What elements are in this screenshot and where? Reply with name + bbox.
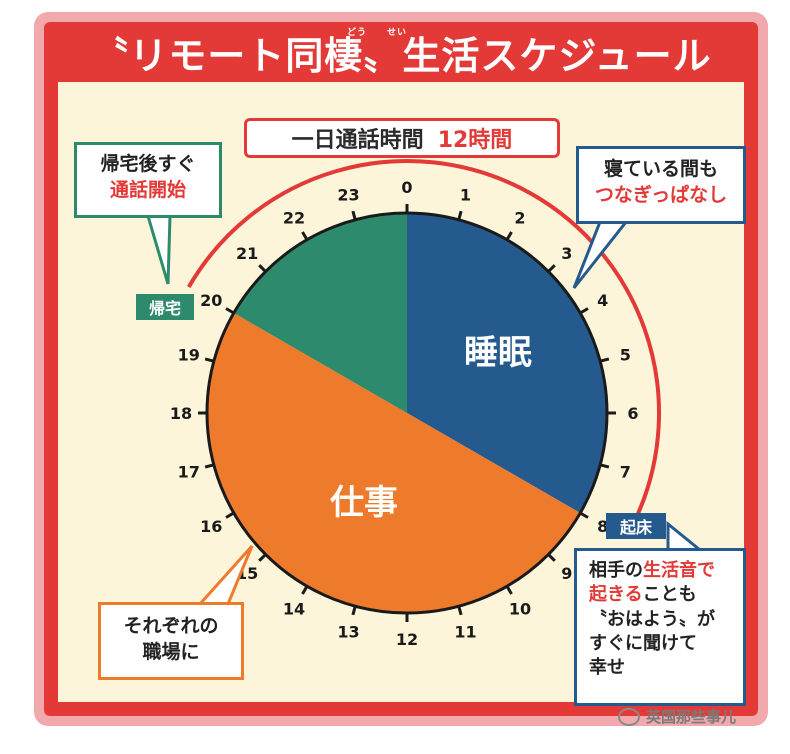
clock-tick [579,511,589,519]
clock-hour-label: 7 [620,462,631,481]
callout-workplace-line1: それぞれの [123,615,219,637]
watermark: 英国那些事儿 [618,706,736,727]
clock-hour-label: 4 [597,291,608,310]
title-text: 〝リモート同棲〟生活スケジュール [90,33,712,78]
clock-tick [225,511,235,519]
callout-sleeping-line1: 寝ている間も [603,158,718,180]
clock-hour-label: 1 [460,186,471,205]
clock-hour-label: 2 [514,208,525,227]
ruby-dou: どう [347,28,368,38]
clock-tick [351,210,357,221]
clock-hour-label: 6 [627,404,638,423]
wechat-icon [618,707,640,726]
clock-tick [351,605,357,616]
clock-hour-label: 22 [283,208,305,227]
clock-hour-label: 13 [337,622,359,641]
clock-hour-label: 19 [178,346,200,365]
clock-hour-label: 23 [337,186,359,205]
callout-return-home: 帰宅後すぐ 通話開始 [74,142,222,218]
clock-tick [505,585,513,595]
clock-tick [204,357,215,363]
callout-wake-up: 相手の生活音で 起きることも 〝おはよう〟が すぐに聞けて 幸せ [574,548,746,706]
callout-wake-up-line1: 相手の生活音で [589,560,715,581]
clock-tick [258,553,267,562]
pie-segment-1 [207,313,581,613]
clock-tick [204,463,215,469]
clock-tick [599,463,610,469]
segment-label-work: 仕事 [330,483,398,523]
banner-value: 12時間 [437,128,513,153]
callout-wake-up-line5: 幸せ [589,657,625,679]
clock-tick [457,210,463,221]
watermark-text: 英国那些事儿 [646,708,737,726]
callout-wake-up-line2: 起きることも [589,584,697,606]
callout-return-home-line1: 帰宅後すぐ [100,153,196,175]
callout-sleeping-line2: つなぎっぱなし [594,183,728,206]
clock-tick [579,307,589,315]
banner-label: 一日通話時間 [291,128,424,153]
clock-hour-label: 20 [200,291,222,310]
clock-hour-label: 3 [561,244,572,263]
clock-tick [301,231,309,241]
clock-hour-label: 16 [200,517,222,536]
clock-hour-label: 10 [509,600,531,619]
clock-tick [547,264,556,273]
clock-tick [225,307,235,315]
clock-hour-label: 12 [396,630,418,649]
clock-hour-label: 11 [454,622,476,641]
callout-wake-up-line4: すぐに聞けて [589,632,697,654]
callout-return-home-line2: 通話開始 [109,178,186,201]
callout-pointer-top-left [145,214,172,285]
clock-ticks [198,204,616,622]
clock-tick [457,605,463,616]
clock-hour-label: 21 [236,244,258,263]
page-title: 〝リモート同棲〟生活スケジュール どう せい [44,22,758,82]
callout-workplace-line2: 職場に [142,640,200,663]
ruby-sei: せい [387,28,408,38]
clock-tick [258,264,267,273]
clock-hour-label: 17 [178,462,200,481]
clock-tick [599,357,610,363]
tag-return-home: 帰宅 [136,294,194,320]
clock-hour-label: 0 [401,178,412,197]
callout-pointer-bottom-right [666,520,705,552]
clock-hour-label: 5 [620,346,631,365]
callout-wake-up-line3: 〝おはよう〟が [589,608,715,630]
clock-hour-label: 18 [170,404,192,423]
clock-tick [547,553,556,562]
call-time-banner: 一日通話時間 12時間 [244,118,560,158]
clock-tick [301,585,309,595]
pie-segment-0 [407,213,607,513]
clock-tick [505,231,513,241]
tag-wake-up: 起床 [606,513,666,539]
pie-segment-2 [233,213,407,413]
callout-workplace: それぞれの 職場に [98,602,244,680]
pie-chart [205,211,609,615]
segment-label-sleep: 睡眠 [464,333,532,373]
clock-hour-label: 14 [283,600,305,619]
clock-hour-label: 8 [597,517,608,536]
call-arc [187,159,661,517]
clock-hour-label: 9 [561,564,572,583]
callout-sleeping: 寝ている間も つなぎっぱなし [576,146,746,224]
